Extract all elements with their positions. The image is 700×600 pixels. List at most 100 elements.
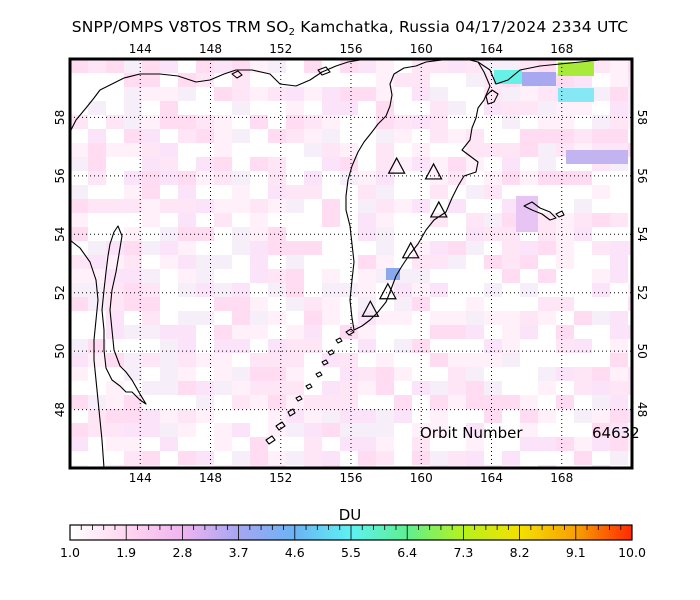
so2-pixel [628, 367, 632, 381]
so2-pixel [106, 325, 124, 339]
so2-pixel [124, 59, 142, 73]
so2-pixel [484, 185, 502, 199]
so2-pixel [178, 423, 196, 437]
so2-pixel [106, 255, 124, 269]
so2-pixel [250, 269, 268, 283]
so2-pixel [358, 423, 376, 437]
so2-pixel [376, 115, 394, 129]
so2-pixel [322, 157, 340, 171]
so2-pixel [628, 437, 632, 451]
so2-pixel [322, 269, 340, 283]
so2-pixel [124, 241, 142, 255]
mainland-west-coastline [70, 239, 105, 468]
so2-pixel [466, 353, 484, 367]
so2-pixel [178, 199, 196, 213]
so2-pixel [538, 381, 556, 395]
so2-pixel [250, 241, 268, 255]
so2-pixel [448, 199, 466, 213]
so2-pixel [268, 59, 286, 73]
so2-pixel [142, 129, 160, 143]
so2-pixel [286, 353, 304, 367]
so2-pixel [448, 353, 466, 367]
so2-pixel [610, 101, 628, 115]
so2-pixel [520, 423, 538, 437]
so2-pixel [394, 409, 412, 423]
so2-pixel [592, 115, 610, 129]
so2-pixel [376, 311, 394, 325]
so2-pixel [322, 115, 340, 129]
so2-pixel [484, 255, 502, 269]
so2-pixel [394, 339, 412, 353]
so2-pixel [142, 325, 160, 339]
so2-pixel-enhanced [566, 150, 628, 164]
so2-pixel [142, 311, 160, 325]
so2-pixel [304, 437, 322, 451]
so2-pixel [142, 157, 160, 171]
so2-pixel [358, 339, 376, 353]
so2-pixel [412, 339, 430, 353]
so2-pixel [232, 241, 250, 255]
so2-pixel [160, 241, 178, 255]
so2-pixel [574, 171, 592, 185]
so2-pixel [250, 199, 268, 213]
so2-pixel [124, 269, 142, 283]
so2-pixel [142, 241, 160, 255]
so2-pixel [340, 409, 358, 423]
so2-pixel [538, 367, 556, 381]
so2-pixel [430, 59, 448, 73]
so2-pixel [430, 451, 448, 465]
so2-pixel-layer [70, 59, 632, 468]
so2-pixel [142, 73, 160, 87]
so2-pixel [430, 353, 448, 367]
so2-pixel [160, 87, 178, 101]
so2-pixel [142, 171, 160, 185]
so2-pixel [484, 409, 502, 423]
so2-pixel [484, 143, 502, 157]
so2-pixel [232, 423, 250, 437]
so2-pixel [142, 185, 160, 199]
so2-pixel [88, 339, 106, 353]
triangle-icon [387, 156, 406, 174]
so2-pixel [412, 283, 430, 297]
kamchatka-coastline [345, 59, 491, 331]
so2-pixel [484, 227, 502, 241]
so2-pixel [520, 101, 538, 115]
so2-pixel [286, 325, 304, 339]
orbit-number-value: 64632 [592, 424, 640, 442]
so2-pixel [412, 199, 430, 213]
so2-pixel [376, 199, 394, 213]
so2-pixel [538, 115, 556, 129]
so2-pixel [178, 367, 196, 381]
so2-pixel [376, 185, 394, 199]
so2-pixel [466, 143, 484, 157]
so2-pixel [466, 367, 484, 381]
so2-pixel [466, 297, 484, 311]
so2-pixel [178, 241, 196, 255]
so2-pixel [286, 199, 304, 213]
so2-pixel [466, 185, 484, 199]
so2-pixel [268, 269, 286, 283]
so2-pixel [340, 325, 358, 339]
so2-pixel [286, 269, 304, 283]
so2-pixel [88, 129, 106, 143]
so2-pixel [106, 423, 124, 437]
so2-pixel [376, 437, 394, 451]
so2-pixel [214, 297, 232, 311]
so2-pixel [214, 115, 232, 129]
so2-pixel [520, 171, 538, 185]
so2-pixel [358, 451, 376, 465]
so2-pixel [610, 339, 628, 353]
so2-pixel [286, 367, 304, 381]
lat-tick-label-right: 58 [635, 110, 649, 125]
sakhalin-coastline [101, 225, 147, 405]
so2-pixel [160, 199, 178, 213]
so2-pixel [250, 87, 268, 101]
so2-pixel [124, 185, 142, 199]
so2-pixel [196, 171, 214, 185]
so2-pixel [214, 283, 232, 297]
so2-pixel-enhanced [522, 72, 556, 86]
so2-pixel [214, 437, 232, 451]
lat-tick-label-left: 58 [53, 110, 67, 125]
so2-pixel [466, 311, 484, 325]
lon-tick-label-bottom: 152 [269, 471, 292, 485]
